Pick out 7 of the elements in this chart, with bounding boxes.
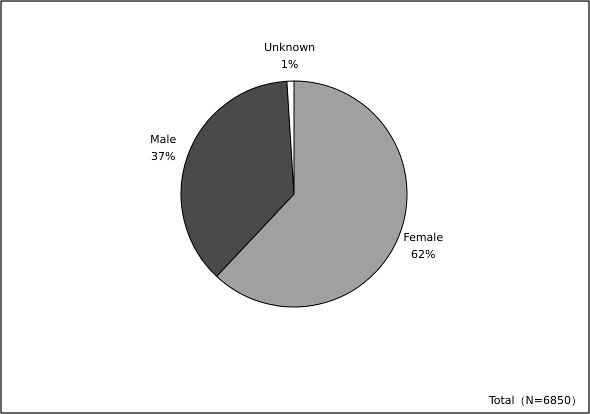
slice-label: Female <box>403 231 444 244</box>
text: Total（N=6850） <box>488 394 582 407</box>
slice-label: Unknown <box>264 41 316 54</box>
data-label: 1% <box>280 58 298 72</box>
data-label: 62% <box>411 248 436 262</box>
slice-label: Male <box>150 132 176 146</box>
data-label: 37% <box>150 150 176 163</box>
